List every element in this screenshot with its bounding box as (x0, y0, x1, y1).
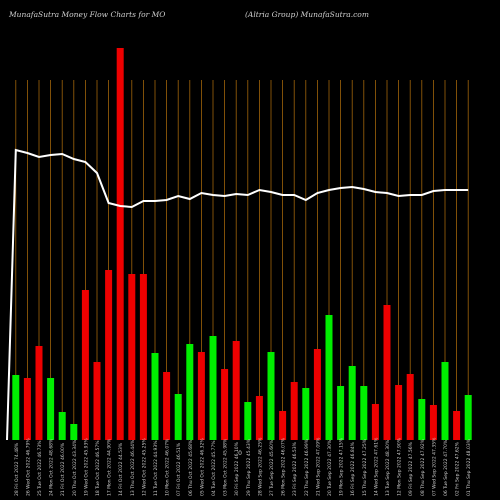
x-tick-label: 04 Tue Oct 2022 45.77% (211, 440, 217, 496)
bar (337, 386, 345, 440)
x-tick-label: 13 Tue Sep 2022 48.30% (385, 439, 391, 496)
x-tick-label: 30 Fri Sep 2022 46.10% (234, 441, 240, 496)
bar (116, 48, 124, 440)
bar (325, 315, 333, 440)
x-tick-label: 14 Fri Oct 2022 44.53% (118, 442, 124, 496)
bar (441, 362, 449, 440)
x-tick-label: 07 Wed Sep 2022 47.35% (431, 437, 437, 496)
bar (279, 411, 287, 440)
x-tick-label: 21 Wed Sep 2022 47.09% (315, 437, 321, 496)
bar (197, 352, 205, 440)
bar (221, 369, 229, 440)
x-tick-label: 06 Thu Oct 2022 45.68% (188, 439, 194, 496)
x-tick-label: 09 Fri Sep 2022 47.56% (408, 441, 414, 496)
x-tick-label: 16 Fri Sep 2022 46.84% (350, 441, 356, 496)
bar (35, 346, 43, 440)
chart-header-left: MunafaSutra Money Flow Charts for MO (9, 10, 166, 19)
bar (58, 412, 66, 440)
x-tick-label: 17 Mon Oct 2022 44.90% (107, 438, 113, 496)
bar (105, 270, 113, 440)
x-tick-label: 01 Thu Sep 2022 48.03% (466, 438, 472, 496)
bar (151, 353, 159, 440)
x-tick-label: 24 Mon Oct 2022 48.68% (49, 438, 55, 496)
x-tick-label: 29 Thu Sep 2022 45.43% (246, 438, 252, 496)
x-tick-label: 19 Mon Sep 2022 47.15% (339, 437, 345, 496)
bar (360, 386, 368, 440)
bar (267, 352, 275, 440)
chart-header-right: (Altria Group) MunafaSutra.com (245, 10, 369, 19)
bar (313, 349, 321, 440)
bar (70, 424, 78, 440)
x-tick-label: 26 Mon Sep 2022 46.07% (281, 437, 287, 496)
bar (395, 385, 403, 440)
bar (163, 372, 171, 440)
x-tick-label: 26 Wed Oct 2022 46.79% (25, 438, 31, 496)
x-tick-label: 21 Fri Oct 2022 46.00% (60, 442, 66, 496)
bar (81, 290, 89, 440)
x-tick-label: 22 Thu Sep 2022 46.99% (304, 438, 310, 496)
bar (186, 344, 194, 440)
x-tick-label: 02 Fri Sep 2022 47.62% (455, 441, 461, 496)
x-tick-label: 28 Fri Oct 2022 74.48% (14, 442, 20, 496)
x-tick-label: 08 Thu Sep 2022 47.92% (420, 438, 426, 496)
x-tick-label: 27 Tue Sep 2022 45.60% (269, 439, 275, 496)
x-tick-label: 19 Wed Oct 2022 45.93% (83, 438, 89, 496)
bar (371, 404, 379, 440)
x-tick-label: 25 Tue Oct 2022 46.73% (37, 440, 43, 496)
x-tick-label: 18 Tue Oct 2022 46.57% (95, 440, 101, 496)
bar (429, 405, 437, 440)
x-tick-label: 05 Wed Oct 2022 46.32% (199, 438, 205, 496)
bar (23, 378, 31, 440)
x-tick-label: 11 Tue Oct 2022 44.93% (153, 440, 159, 496)
x-tick-label: 10 Mon Oct 2022 46.07% (165, 438, 171, 496)
bar (406, 374, 414, 440)
bar (139, 274, 147, 440)
bar (232, 341, 240, 440)
bar (47, 378, 55, 440)
bar (348, 366, 356, 440)
bar (174, 394, 182, 440)
bar (464, 395, 472, 440)
x-tick-label: 20 Tue Sep 2022 47.30% (327, 439, 333, 496)
x-tick-label: 20 Thu Oct 2022 43.34% (72, 439, 78, 496)
x-tick-label: 13 Thu Oct 2022 46.44% (130, 439, 136, 496)
bar (453, 411, 461, 440)
bar (302, 388, 310, 440)
x-tick-label: 12 Mon Sep 2022 47.90% (397, 437, 403, 496)
money-flow-line (6, 148, 469, 441)
bar (244, 402, 252, 440)
bar (209, 336, 217, 440)
x-tick-label: 06 Tue Sep 2022 47.70% (443, 439, 449, 496)
x-tick-label: 28 Wed Sep 2022 46.25% (257, 437, 263, 496)
bar (290, 382, 298, 440)
bar (383, 305, 391, 440)
bar (255, 396, 263, 440)
bar (12, 375, 20, 440)
x-tick-label: 15 Thu Sep 2022 47.25% (362, 438, 368, 496)
x-tick-label: 07 Fri Oct 2022 46.51% (176, 442, 182, 496)
bar (128, 274, 136, 440)
x-tick-label: 12 Wed Oct 2022 45.25% (141, 438, 147, 496)
x-tick-label: 23 Fri Sep 2022 46.53% (292, 441, 298, 496)
bar (93, 362, 101, 440)
zero-label: 0 (238, 450, 242, 457)
x-tick-label: 14 Wed Sep 2022 47.61% (373, 437, 379, 496)
x-tick-label: 03 Mon Oct 2022 45.98% (223, 438, 229, 496)
bar (418, 399, 426, 440)
